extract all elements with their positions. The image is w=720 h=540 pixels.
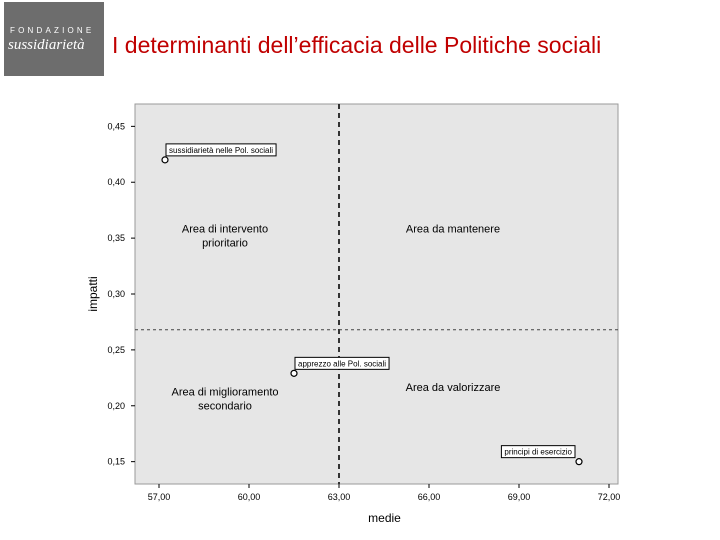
x-tick-label: 60,00 bbox=[238, 492, 261, 502]
y-tick-label: 0,45 bbox=[107, 121, 125, 131]
x-axis-label: medie bbox=[368, 511, 401, 525]
y-tick-label: 0,40 bbox=[107, 177, 125, 187]
y-tick-label: 0,30 bbox=[107, 289, 125, 299]
quadrant-label: Area di intervento bbox=[182, 224, 268, 236]
point-label: sussidiarietà nelle Pol. sociali bbox=[169, 146, 273, 155]
data-point bbox=[575, 458, 583, 466]
y-axis-label: impatti bbox=[86, 276, 100, 311]
y-tick-label: 0,25 bbox=[107, 345, 125, 355]
quadrant-label-line2: prioritario bbox=[202, 238, 248, 250]
logo-line2: sussidiarietà bbox=[8, 37, 85, 53]
logo-line1: FONDAZIONE bbox=[10, 26, 95, 35]
quadrant-label: Area da mantenere bbox=[406, 224, 500, 236]
point-label: apprezzo alle Pol. sociali bbox=[298, 359, 386, 368]
point-label-box bbox=[500, 445, 576, 459]
quadrant-label: Area di miglioramento bbox=[172, 387, 279, 399]
page-title: I determinanti dell’efficacia delle Poli… bbox=[112, 32, 602, 58]
plot-area bbox=[134, 103, 619, 485]
data-point bbox=[290, 369, 298, 377]
x-tick-label: 69,00 bbox=[508, 492, 531, 502]
quadrant-label: Area da valorizzare bbox=[406, 382, 501, 394]
point-label: principi di esercizio bbox=[504, 448, 572, 457]
point-label-box bbox=[294, 356, 390, 370]
point-label-box bbox=[165, 143, 277, 157]
x-tick-label: 66,00 bbox=[418, 492, 441, 502]
y-tick-label: 0,20 bbox=[107, 401, 125, 411]
data-point bbox=[161, 156, 169, 164]
x-tick-label: 72,00 bbox=[598, 492, 621, 502]
y-tick-label: 0,35 bbox=[107, 233, 125, 243]
quadrant-label-line2: secondario bbox=[198, 401, 252, 413]
x-tick-label: 57,00 bbox=[148, 492, 171, 502]
x-tick-label: 63,00 bbox=[328, 492, 351, 502]
y-tick-label: 0,15 bbox=[107, 457, 125, 467]
logo: FONDAZIONE sussidiarietà bbox=[4, 2, 104, 76]
